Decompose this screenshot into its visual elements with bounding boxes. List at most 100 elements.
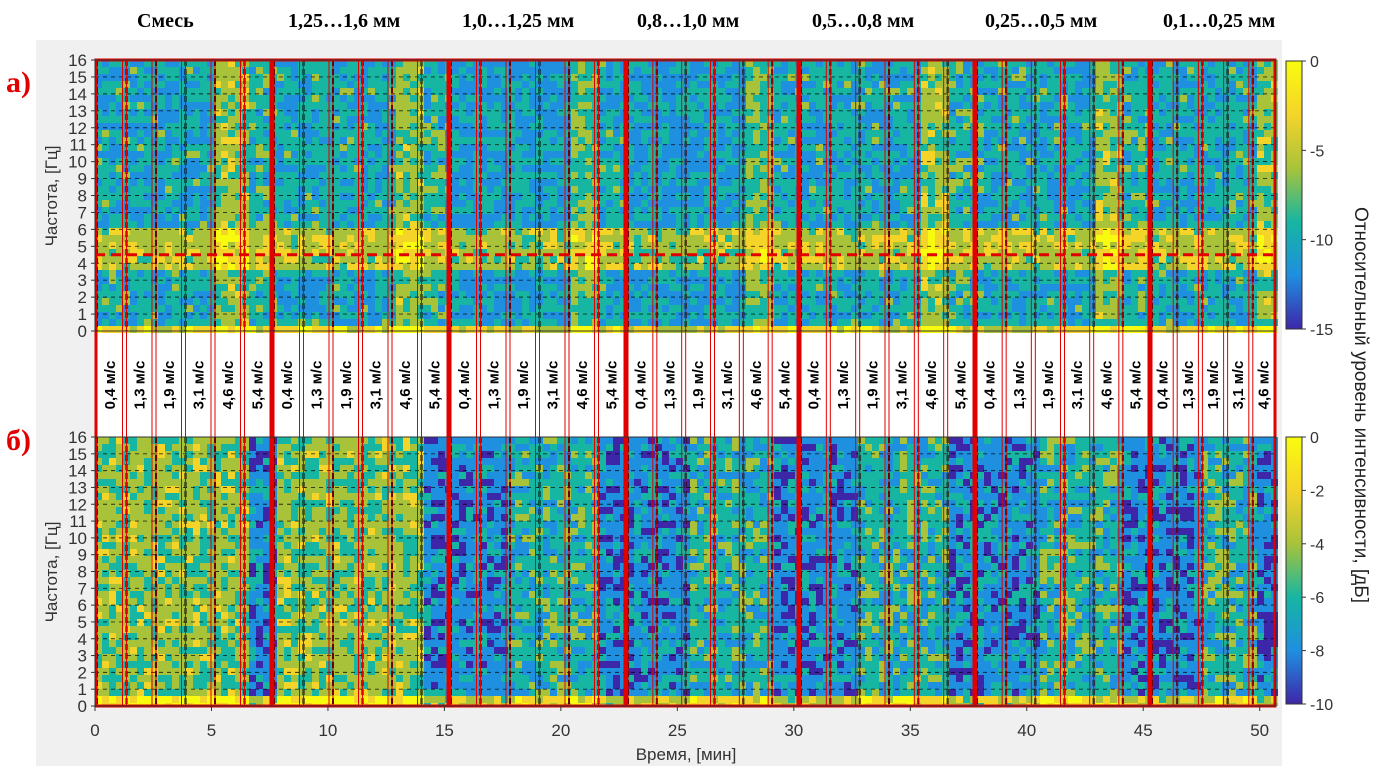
heatmap-a-cell <box>95 74 102 81</box>
heatmap-a-cell <box>669 256 676 263</box>
heatmap-a-cell <box>333 130 340 137</box>
heatmap-a-cell <box>564 144 571 151</box>
heatmap-a-cell <box>564 221 571 228</box>
heatmap-a-cell <box>95 214 102 221</box>
heatmap-a-cell <box>907 74 914 81</box>
heatmap-a-cell <box>340 221 347 228</box>
heatmap-a-cell <box>396 74 403 81</box>
heatmap-a-cell <box>809 228 816 235</box>
heatmap-a-cell <box>669 165 676 172</box>
heatmap-a-cell <box>361 60 368 67</box>
heatmap-a-cell <box>298 270 305 277</box>
heatmap-a-cell <box>725 165 732 172</box>
heatmap-a-cell <box>284 305 291 312</box>
heatmap-a-cell <box>571 242 578 249</box>
heatmap-a-cell <box>347 249 354 256</box>
heatmap-a-cell <box>214 74 221 81</box>
heatmap-a-cell <box>746 277 753 284</box>
heatmap-a-cell <box>256 172 263 179</box>
heatmap-a-cell <box>704 193 711 200</box>
heatmap-a-cell <box>613 291 620 298</box>
heatmap-a-cell <box>858 326 865 333</box>
heatmap-a-cell <box>676 88 683 95</box>
heatmap-a-cell <box>956 144 963 151</box>
heatmap-a-cell <box>578 137 585 144</box>
heatmap-a-cell <box>165 291 172 298</box>
heatmap-a-cell <box>333 116 340 123</box>
heatmap-a-cell <box>599 81 606 88</box>
heatmap-a-cell <box>907 193 914 200</box>
heatmap-a-cell <box>557 137 564 144</box>
heatmap-a-cell <box>375 151 382 158</box>
heatmap-a-cell <box>200 74 207 81</box>
heatmap-a-cell <box>396 144 403 151</box>
heatmap-a-cell <box>746 249 753 256</box>
heatmap-a-cell <box>599 312 606 319</box>
heatmap-a-cell <box>963 207 970 214</box>
heatmap-a-cell <box>879 207 886 214</box>
heatmap-a-cell <box>655 95 662 102</box>
heatmap-a-cell <box>424 319 431 326</box>
heatmap-a-cell <box>592 144 599 151</box>
heatmap-a-cell <box>578 249 585 256</box>
heatmap-a-cell <box>788 81 795 88</box>
heatmap-a-cell <box>284 88 291 95</box>
heatmap-a-cell <box>508 312 515 319</box>
heatmap-a-cell <box>599 319 606 326</box>
heatmap-a-cell <box>802 284 809 291</box>
heatmap-a-cell <box>368 326 375 333</box>
heatmap-a-cell <box>732 256 739 263</box>
heatmap-a-cell <box>830 305 837 312</box>
heatmap-a-cell <box>578 102 585 109</box>
heatmap-a-cell <box>529 319 536 326</box>
heatmap-a-cell <box>830 144 837 151</box>
heatmap-a-cell <box>697 235 704 242</box>
heatmap-a-cell <box>648 242 655 249</box>
heatmap-a-cell <box>564 284 571 291</box>
heatmap-a-cell <box>193 284 200 291</box>
heatmap-a-cell <box>515 319 522 326</box>
heatmap-a-cell <box>704 256 711 263</box>
heatmap-a-cell <box>179 102 186 109</box>
heatmap-a-cell <box>872 179 879 186</box>
heatmap-a-cell <box>606 116 613 123</box>
heatmap-a-cell <box>641 256 648 263</box>
heatmap-a-cell <box>130 179 137 186</box>
heatmap-a-cell <box>172 109 179 116</box>
heatmap-a-cell <box>102 88 109 95</box>
heatmap-a-cell <box>284 95 291 102</box>
heatmap-a-cell <box>333 312 340 319</box>
heatmap-a-cell <box>760 74 767 81</box>
heatmap-a-cell <box>95 263 102 270</box>
heatmap-a-cell <box>690 130 697 137</box>
heatmap-a-cell <box>249 60 256 67</box>
heatmap-a-cell <box>249 291 256 298</box>
heatmap-a-cell <box>676 284 683 291</box>
heatmap-a-cell <box>655 305 662 312</box>
heatmap-a-cell <box>893 74 900 81</box>
heatmap-a-cell <box>851 249 858 256</box>
heatmap-a-cell <box>858 249 865 256</box>
heatmap-a-cell <box>837 151 844 158</box>
heatmap-a-cell <box>214 172 221 179</box>
heatmap-a-cell <box>543 298 550 305</box>
heatmap-a-cell <box>452 319 459 326</box>
heatmap-a-cell <box>221 74 228 81</box>
heatmap-a-cell <box>592 172 599 179</box>
heatmap-a-cell <box>361 144 368 151</box>
heatmap-a-cell <box>830 137 837 144</box>
heatmap-a-cell <box>200 81 207 88</box>
heatmap-a-cell <box>200 221 207 228</box>
heatmap-a-cell <box>704 74 711 81</box>
heatmap-a-cell <box>816 144 823 151</box>
heatmap-a-cell <box>137 172 144 179</box>
heatmap-a-cell <box>760 88 767 95</box>
heatmap-a-cell <box>347 298 354 305</box>
heatmap-a-cell <box>340 228 347 235</box>
heatmap-a-cell <box>550 130 557 137</box>
heatmap-a-cell <box>879 214 886 221</box>
heatmap-a-cell <box>571 158 578 165</box>
heatmap-a-cell <box>361 151 368 158</box>
heatmap-a-cell <box>214 60 221 67</box>
heatmap-a-cell <box>697 305 704 312</box>
